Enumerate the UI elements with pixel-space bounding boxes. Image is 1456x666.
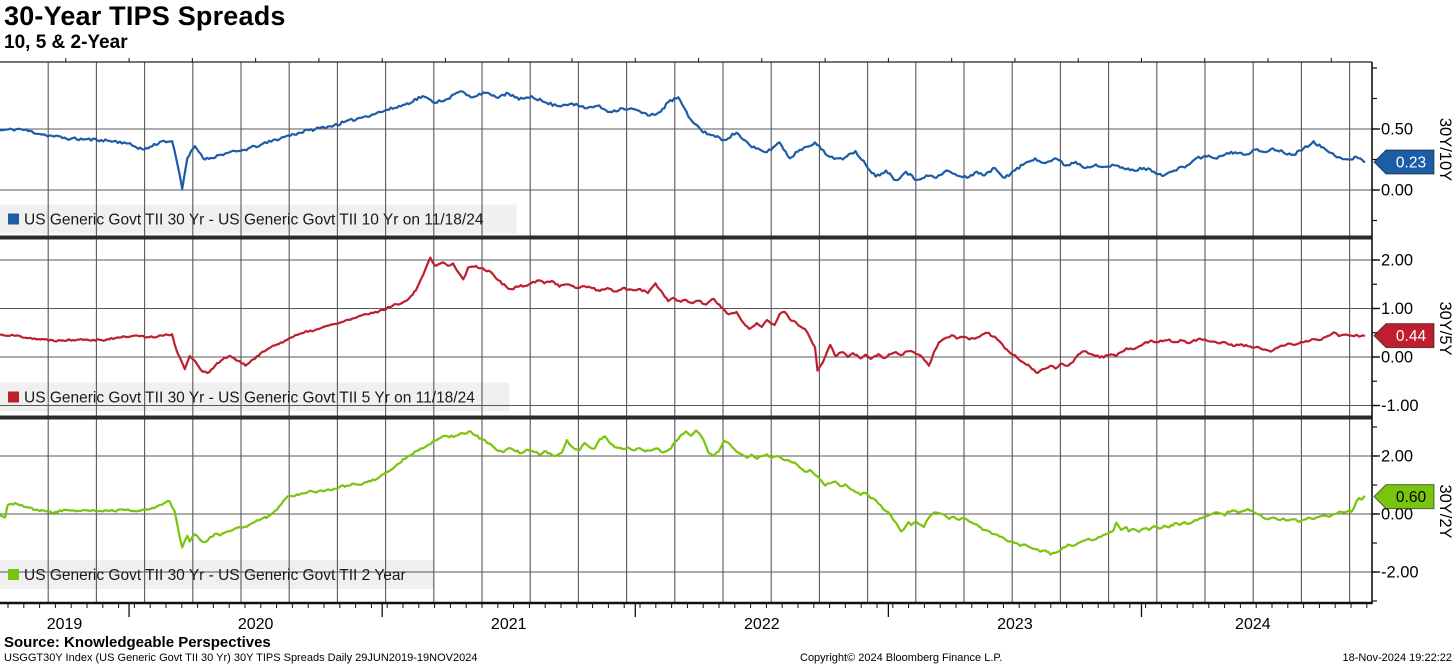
legend-label: US Generic Govt TII 30 Yr - US Generic G… (24, 567, 406, 584)
legend-strip (0, 382, 510, 412)
legend-label: US Generic Govt TII 30 Yr - US Generic G… (24, 212, 484, 229)
panel-separator (0, 235, 1372, 240)
last-value-badge (1373, 484, 1435, 510)
last-value-badge-label: 0.60 (1396, 489, 1427, 506)
y-tick-label: 0.50 (1381, 121, 1413, 139)
x-axis-year-label: 2024 (1235, 616, 1271, 633)
legend-label: US Generic Govt TII 30 Yr - US Generic G… (24, 390, 475, 407)
pane-axis-title: 30Y/5Y (1436, 301, 1454, 355)
panel-separator (0, 415, 1372, 420)
y-tick-label: -1.00 (1381, 397, 1419, 415)
x-axis-year-label: 2021 (491, 616, 527, 633)
y-tick-label: 0.00 (1381, 506, 1413, 524)
y-tick-label: 2.00 (1381, 448, 1413, 466)
series-line-30y-5y (0, 256, 1366, 375)
last-value-badge (1373, 323, 1435, 349)
terminal-info-line: USGGT30Y Index (US Generic Govt TII 30 Y… (4, 652, 478, 664)
y-tick-label: -2.00 (1381, 564, 1419, 582)
last-value-badge-label: 0.44 (1396, 328, 1427, 345)
legend-strip (0, 204, 517, 234)
pane-axis-title: 30Y/10Y (1436, 118, 1454, 181)
legend-marker (8, 391, 19, 403)
page-subtitle: 10, 5 & 2-Year (4, 32, 128, 53)
page-title: 30-Year TIPS Spreads (4, 1, 286, 31)
y-tick-label: 0.00 (1381, 182, 1413, 200)
legend-strip (0, 560, 434, 589)
x-axis-year-label: 2022 (744, 616, 780, 633)
series-line-30y-10y (0, 90, 1366, 190)
source-label: Source: Knowledgeable Perspectives (4, 634, 271, 651)
last-value-badge (1373, 149, 1435, 175)
y-tick-label: 2.00 (1381, 252, 1413, 270)
legend-marker (8, 569, 19, 580)
copyright-label: Copyright© 2024 Bloomberg Finance L.P. (800, 652, 1003, 664)
x-axis-year-label: 2019 (47, 616, 83, 633)
pane-axis-title: 30Y/2Y (1436, 484, 1454, 538)
chart-header: 30-Year TIPS Spreads 10, 5 & 2-Year (4, 0, 286, 54)
x-axis-year-label: 2020 (238, 616, 274, 633)
legend-marker (8, 213, 19, 225)
x-axis-year-label: 2023 (997, 616, 1033, 633)
y-tick-label: 0.00 (1381, 349, 1413, 367)
y-tick-label: 1.00 (1381, 300, 1413, 318)
timestamp-label: 18-Nov-2024 19:22:22 (1342, 652, 1452, 664)
last-value-badge-label: 0.23 (1396, 154, 1426, 171)
series-line-30y-2y (0, 429, 1366, 556)
